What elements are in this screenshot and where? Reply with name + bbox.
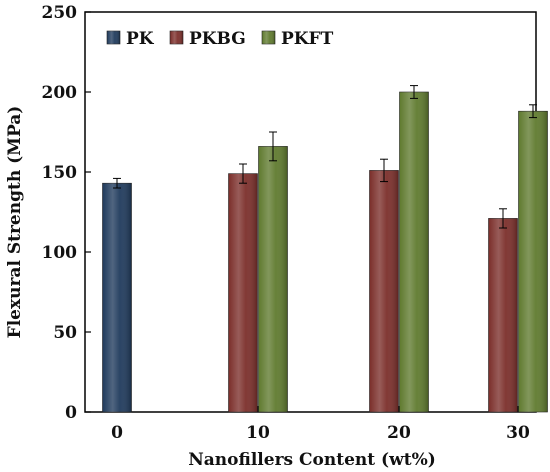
bar-highlight [488, 218, 518, 412]
y-tick-label: 0 [65, 403, 77, 423]
bar-highlight [518, 111, 548, 412]
bar-highlight [228, 173, 258, 412]
x-tick-label: 10 [246, 423, 270, 443]
error-bars-group [113, 85, 537, 229]
plot-frame [84, 11, 537, 413]
x-axis: 0 10 20 30 [111, 406, 530, 443]
legend-swatch-highlight [262, 31, 275, 44]
y-tick-label: 50 [53, 323, 77, 343]
y-axis: 0 50 100 150 200 250 [42, 3, 91, 423]
x-tick-label: 30 [506, 423, 530, 443]
legend-label-pkbg: PKBG [189, 29, 246, 49]
y-tick-label: 150 [42, 163, 78, 183]
legend: PK PKBG PKFT [106, 29, 334, 49]
x-tick-label: 20 [387, 423, 411, 443]
bar-highlight [369, 170, 399, 412]
bar-highlight [102, 183, 132, 412]
y-tick-label: 200 [42, 83, 78, 103]
y-tick-label: 100 [42, 243, 78, 263]
legend-swatch-highlight [170, 31, 183, 44]
legend-label-pkft: PKFT [281, 29, 334, 49]
y-tick-label: 250 [42, 3, 78, 23]
x-axis-title: Nanofillers Content (wt%) [188, 450, 436, 470]
bars-group [102, 91, 548, 413]
legend-swatch-highlight [107, 31, 120, 44]
y-axis-title: Flexural Strength (MPa) [5, 106, 25, 339]
x-tick-label: 0 [111, 423, 123, 443]
bar-highlight [258, 146, 288, 412]
bar-highlight [399, 92, 429, 412]
legend-label-pk: PK [126, 29, 155, 49]
